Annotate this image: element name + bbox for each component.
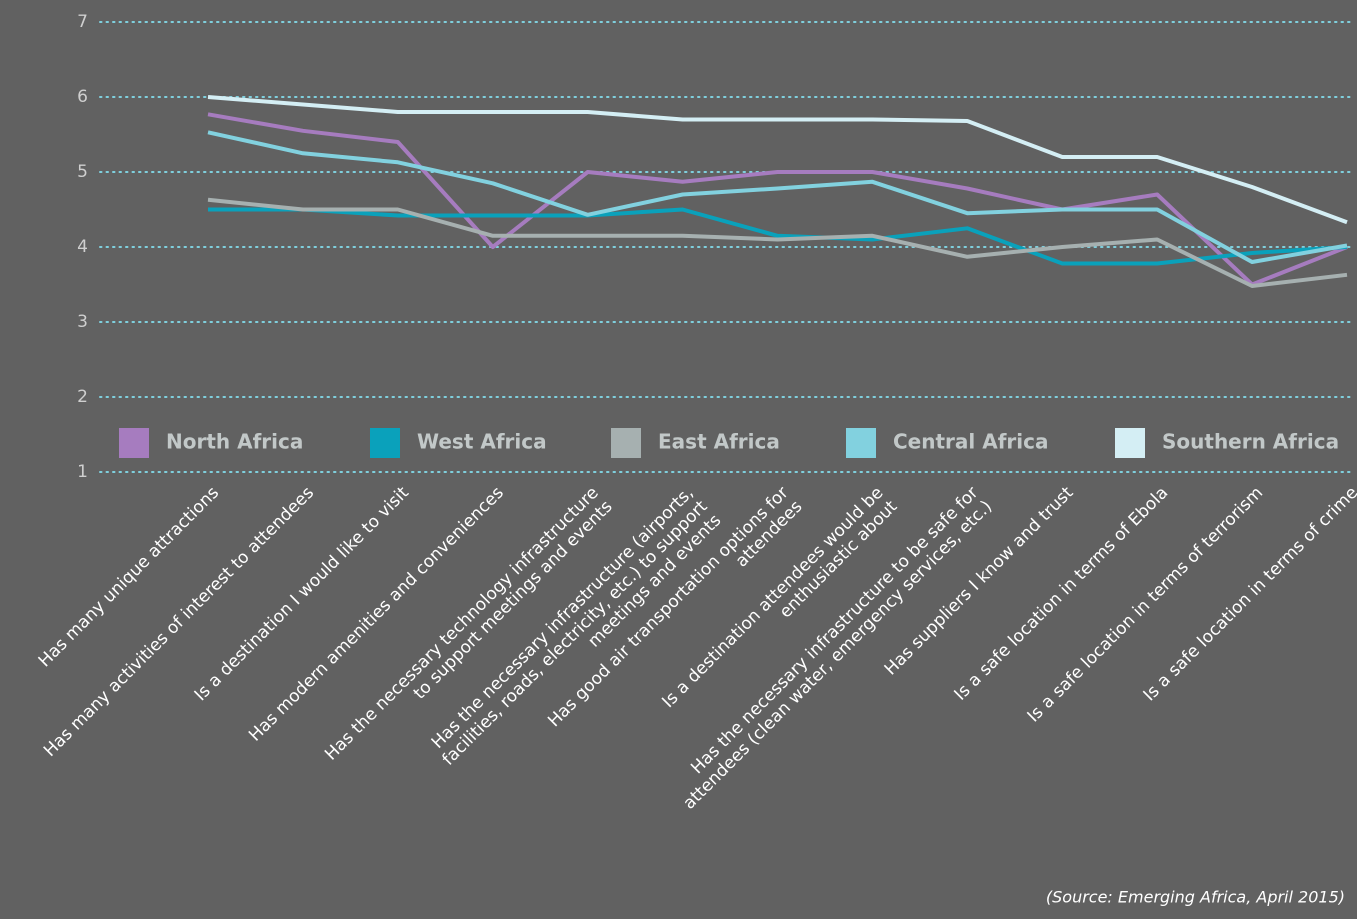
- y-tick-label: 6: [77, 87, 88, 107]
- legend-swatch: [611, 428, 641, 458]
- legend-swatch: [846, 428, 876, 458]
- y-tick-label: 2: [77, 387, 88, 407]
- legend-swatch: [370, 428, 400, 458]
- series-line: [208, 207, 1348, 266]
- y-tick-label: 7: [77, 12, 88, 32]
- source: (Source: Emerging Africa, April 2015): [1046, 888, 1345, 907]
- legend-label: East Africa: [658, 430, 780, 454]
- legend-label: West Africa: [417, 430, 547, 454]
- legend-swatch: [119, 428, 149, 458]
- legend-label: North Africa: [166, 430, 303, 454]
- series-line: [207, 112, 1348, 287]
- legend-swatch: [1115, 428, 1145, 458]
- y-tick-label: 3: [77, 312, 88, 332]
- y-tick-label: 5: [77, 162, 88, 182]
- legend-label: Central Africa: [893, 430, 1048, 454]
- y-tick-label: 4: [77, 237, 88, 257]
- series-line: [207, 130, 1348, 264]
- series-line: [207, 197, 1348, 288]
- legend-label: Southern Africa: [1162, 430, 1339, 454]
- y-tick-label: 1: [77, 462, 88, 482]
- series-line: [207, 95, 1348, 225]
